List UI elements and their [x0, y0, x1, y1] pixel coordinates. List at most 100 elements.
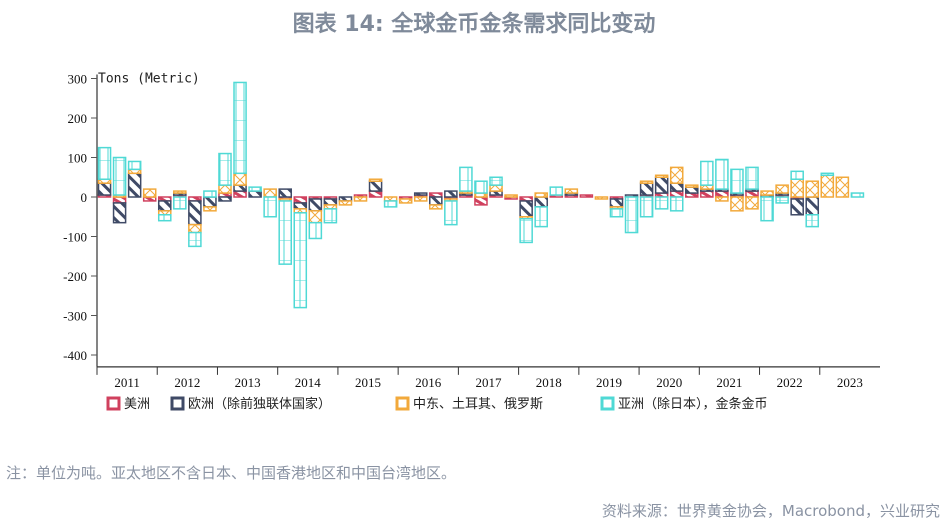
footnote: 注：单位为吨。亚太地区不含日本、中国香港地区和中国台湾地区。 — [6, 464, 457, 482]
y-axis-label: Tons (Metric) — [98, 72, 200, 87]
bar-segment — [609, 198, 624, 208]
bar-segment — [639, 196, 654, 218]
legend-label: 中东、土耳其、俄罗斯 — [413, 397, 543, 412]
legend: 美洲 欧洲（除前独联体国家） 中东、土耳其、俄罗斯 亚洲（除日本），金条金币 — [106, 396, 768, 412]
x-tick-label: 2022 — [777, 375, 803, 390]
bar-segment — [715, 196, 729, 202]
bar-segment — [534, 196, 548, 208]
bar-segment — [489, 176, 503, 186]
bar-segment — [459, 166, 473, 192]
bar-segment — [112, 196, 127, 204]
bar-segment — [715, 158, 729, 190]
bar-segment — [308, 210, 323, 224]
bar-segment — [188, 231, 202, 248]
bar-segment — [293, 196, 308, 204]
bar-segment — [685, 186, 699, 194]
bar-segment — [398, 198, 413, 204]
bar-segment — [715, 190, 729, 198]
bar-segment — [368, 190, 383, 198]
bar-segment — [474, 180, 488, 194]
bar-segment — [654, 196, 669, 210]
bar-segment — [278, 200, 293, 265]
bar-segment — [97, 146, 112, 180]
bar-segment — [805, 214, 820, 228]
bar-segment — [97, 182, 112, 196]
bar-segment — [639, 182, 654, 196]
legend-swatch — [170, 396, 185, 411]
stacked-bar-chart: 300 200 100 0 -100 -200 -300 -400 Tons (Metric) 2… — [63, 72, 880, 412]
bar-segment — [474, 196, 488, 206]
bar-segment — [805, 196, 820, 216]
y-tick-label: -200 — [63, 269, 87, 284]
bar-segment — [760, 196, 774, 222]
bar-segment — [444, 200, 458, 226]
bar-segment — [850, 192, 865, 198]
bar-segment — [112, 202, 127, 224]
bar-segment — [519, 217, 533, 244]
bar-segment — [188, 223, 202, 234]
bar-segment — [639, 180, 654, 184]
x-tick-label: 2020 — [656, 375, 682, 390]
bar-segment — [730, 196, 744, 212]
legend-label: 欧洲（除前独联体国家） — [188, 396, 331, 412]
bar-segment — [127, 172, 142, 198]
y-tick-label: -100 — [63, 230, 87, 245]
y-tick-label: -400 — [63, 348, 87, 363]
bar-segment — [142, 188, 157, 198]
bar-segment — [654, 176, 669, 194]
bar-segment — [263, 196, 277, 218]
bar-segment — [579, 194, 594, 198]
y-tick-label: 0 — [81, 190, 88, 205]
x-tick-label: 2017 — [476, 375, 503, 390]
bar-segment — [534, 192, 548, 198]
source-note: 资料来源：世界黄金协会，Macrobond，兴业研究 — [601, 502, 940, 520]
bar-segment — [353, 196, 368, 202]
bar-segment — [368, 180, 383, 192]
bar-segment — [835, 176, 850, 198]
bar-segment — [203, 196, 217, 208]
bar-segment — [805, 180, 820, 198]
bar-segment — [429, 196, 443, 206]
bar-segment — [188, 200, 202, 226]
bar-segment — [248, 186, 262, 192]
bar-segment — [594, 196, 609, 200]
y-tick-label: -300 — [63, 309, 87, 324]
bar-segment — [624, 196, 639, 234]
y-tick-label: 300 — [68, 72, 88, 87]
x-tick-label: 2015 — [355, 375, 381, 390]
bar-segment — [338, 200, 353, 206]
bar-segment — [323, 208, 338, 224]
bar-segment — [112, 156, 127, 196]
bar-segment — [534, 206, 548, 228]
bar-segment — [263, 188, 277, 198]
legend-swatch — [106, 396, 121, 411]
bar-segment — [157, 214, 172, 222]
bar-segment — [489, 184, 503, 192]
bar-segment — [323, 198, 338, 206]
chart-title: 图表 14: 全球金币金条需求同比变动 — [292, 12, 656, 37]
bar-segment — [233, 184, 247, 192]
bar-segment — [760, 190, 774, 196]
legend-label: 亚洲（除日本），金条金币 — [618, 396, 768, 412]
bar-segment — [775, 184, 789, 194]
bar-segment — [233, 172, 247, 186]
bar-segment — [669, 182, 684, 192]
bar-segment — [669, 166, 684, 184]
bar-segment — [203, 190, 217, 198]
bar-segment — [413, 192, 428, 196]
bar-segment — [775, 196, 789, 204]
bar-segment — [730, 168, 744, 194]
bar-segment — [745, 196, 759, 210]
bar-segment — [203, 206, 217, 212]
y-tick-label: 100 — [68, 151, 88, 166]
bar-segment — [700, 190, 714, 198]
x-tick-label: 2012 — [174, 375, 200, 390]
bar-segment — [308, 221, 323, 240]
bar-segment — [609, 208, 624, 218]
legend-label: 美洲 — [124, 397, 150, 412]
bar-segment — [308, 198, 323, 212]
bar-segment — [173, 196, 187, 210]
bar-segment — [790, 178, 804, 198]
bar-segment — [654, 174, 669, 178]
bar-segment — [218, 196, 232, 202]
